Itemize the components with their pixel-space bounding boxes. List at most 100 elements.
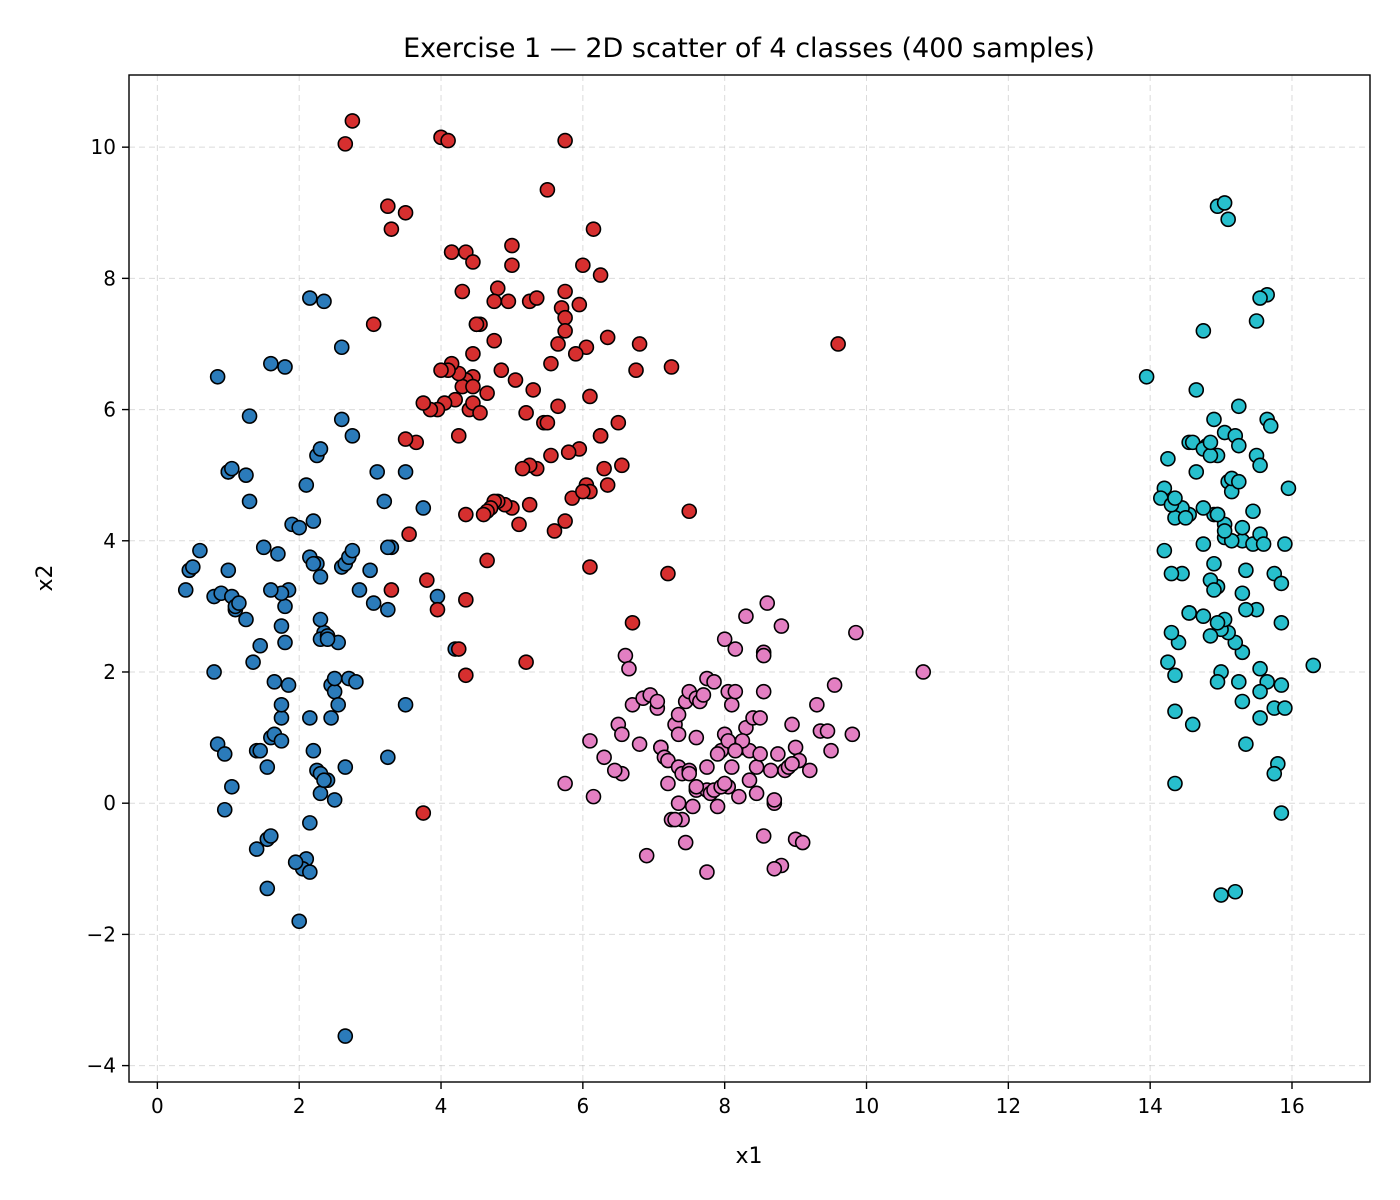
data-point — [450, 641, 467, 657]
data-point — [238, 611, 254, 628]
data-point — [1167, 490, 1183, 506]
x-tick-label: 0 — [151, 1094, 164, 1118]
data-point — [348, 674, 364, 690]
data-point — [397, 204, 414, 221]
data-point — [667, 811, 683, 828]
data-point — [312, 569, 329, 585]
data-point — [606, 762, 623, 779]
data-point — [631, 736, 648, 752]
data-point — [397, 464, 414, 480]
data-point — [599, 477, 616, 493]
data-point — [1248, 313, 1265, 329]
data-point — [192, 542, 208, 559]
data-point — [550, 398, 566, 415]
x-tick-label: 6 — [576, 1094, 589, 1118]
data-point — [787, 739, 804, 756]
data-point — [582, 733, 598, 749]
data-point — [1181, 605, 1197, 621]
data-point — [270, 546, 286, 562]
data-point — [273, 710, 290, 726]
data-point — [521, 496, 538, 513]
data-point — [518, 405, 534, 421]
data-point — [291, 913, 307, 930]
y-tick-label: 4 — [103, 529, 116, 553]
data-point — [1202, 628, 1219, 644]
data-point — [575, 483, 591, 500]
y-tick-label: 6 — [103, 398, 116, 422]
data-point — [1177, 510, 1194, 526]
data-point — [415, 500, 432, 516]
data-point — [312, 785, 329, 802]
data-point — [621, 660, 637, 677]
data-point — [1277, 536, 1293, 552]
data-point — [1234, 519, 1251, 536]
data-point — [525, 382, 542, 398]
data-point — [773, 618, 790, 634]
data-point — [543, 447, 559, 464]
data-point — [823, 742, 839, 759]
data-point — [475, 506, 492, 523]
data-points — [177, 113, 1322, 1044]
data-point — [528, 290, 545, 306]
data-point — [380, 749, 396, 766]
data-point — [699, 864, 715, 880]
data-point — [337, 1028, 354, 1044]
data-point — [709, 798, 726, 815]
data-point — [440, 132, 456, 149]
data-point — [277, 359, 293, 375]
data-point — [273, 733, 290, 749]
data-point — [365, 316, 382, 333]
data-point — [688, 729, 705, 746]
data-point — [518, 654, 534, 670]
data-point — [915, 664, 932, 680]
data-point — [684, 798, 701, 815]
data-point — [1245, 503, 1261, 520]
data-point — [419, 572, 435, 588]
data-point — [1206, 411, 1222, 428]
data-point — [1252, 457, 1268, 474]
data-point — [784, 716, 800, 733]
data-point — [1163, 624, 1180, 641]
data-point — [277, 634, 293, 651]
data-point — [592, 267, 609, 283]
data-point — [450, 428, 467, 444]
x-axis-label: x1 — [735, 1144, 762, 1169]
data-point — [557, 283, 573, 300]
data-point — [1266, 765, 1283, 782]
data-point — [1277, 700, 1293, 716]
data-point — [1238, 562, 1254, 579]
data-point — [631, 336, 648, 352]
data-point — [337, 136, 354, 152]
data-point — [1202, 434, 1219, 451]
data-point — [305, 555, 322, 572]
data-point — [801, 762, 818, 779]
data-point — [1188, 464, 1205, 480]
data-point — [458, 506, 474, 523]
data-point — [465, 346, 481, 362]
data-point — [617, 647, 634, 664]
data-point — [585, 221, 602, 237]
data-point — [291, 519, 307, 536]
data-point — [826, 677, 843, 693]
data-point — [1195, 608, 1212, 625]
data-point — [1206, 582, 1222, 598]
data-point — [177, 582, 194, 598]
data-point — [429, 601, 446, 618]
data-point — [1273, 677, 1290, 693]
data-point — [241, 493, 258, 510]
data-point — [557, 132, 573, 149]
data-point — [1167, 703, 1183, 720]
x-tick-label: 12 — [996, 1094, 1021, 1118]
data-point — [755, 828, 772, 844]
data-point — [582, 388, 598, 405]
y-tick-label: 0 — [103, 791, 116, 815]
data-point — [1206, 555, 1222, 572]
x-tick-label: 8 — [718, 1094, 731, 1118]
data-point — [397, 696, 414, 713]
series-2 — [337, 113, 846, 821]
y-tick-label: 2 — [103, 660, 116, 684]
data-point — [599, 329, 616, 346]
data-point — [638, 847, 655, 864]
data-point — [699, 759, 715, 775]
data-point — [493, 362, 510, 379]
